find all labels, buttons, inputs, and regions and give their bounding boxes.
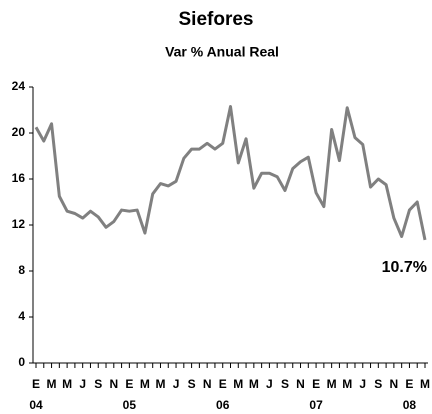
x-tick-label: S — [374, 377, 382, 391]
chart-title: Siefores — [179, 9, 254, 30]
x-tick-label: M — [233, 377, 243, 391]
x-tick-label: J — [79, 377, 86, 391]
x-tick-label: E — [219, 377, 227, 391]
x-tick-label: M — [342, 377, 352, 391]
x-tick-label: M — [249, 377, 259, 391]
x-tick-label: J — [173, 377, 180, 391]
x-tick-label: M — [62, 377, 72, 391]
x-tick-label: N — [109, 377, 118, 391]
x-tick-label: N — [390, 377, 399, 391]
x-tick-label: E — [125, 377, 133, 391]
value-label: 10.7% — [382, 259, 427, 276]
x-tick-label: J — [359, 377, 366, 391]
y-tick-label: 8 — [18, 263, 25, 277]
year-label: 07 — [309, 398, 323, 412]
x-tick-label: M — [140, 377, 150, 391]
year-label: 08 — [403, 398, 417, 412]
x-tick-label: E — [405, 377, 413, 391]
y-tick-label: 0 — [18, 355, 25, 369]
year-label: 06 — [216, 398, 230, 412]
x-tick-label: E — [32, 377, 40, 391]
y-tick-label: 4 — [18, 309, 25, 323]
x-tick-label: J — [266, 377, 273, 391]
x-tick-label: E — [312, 377, 320, 391]
y-tick-label: 16 — [12, 171, 26, 185]
x-tick-label: M — [327, 377, 337, 391]
x-tick-label: S — [94, 377, 102, 391]
y-tick-label: 20 — [12, 125, 26, 139]
y-tick-label: 24 — [12, 79, 26, 93]
x-tick-label: S — [188, 377, 196, 391]
chart-subtitle: Var % Anual Real — [165, 44, 279, 60]
x-tick-label: N — [203, 377, 212, 391]
y-tick-label: 12 — [12, 217, 26, 231]
year-label: 04 — [29, 398, 43, 412]
x-tick-label: M — [420, 377, 430, 391]
x-tick-label: N — [296, 377, 305, 391]
x-tick-label: M — [47, 377, 57, 391]
x-tick-label: S — [281, 377, 289, 391]
data-line — [34, 105, 427, 241]
x-tick-label: M — [155, 377, 165, 391]
year-label: 05 — [123, 398, 137, 412]
